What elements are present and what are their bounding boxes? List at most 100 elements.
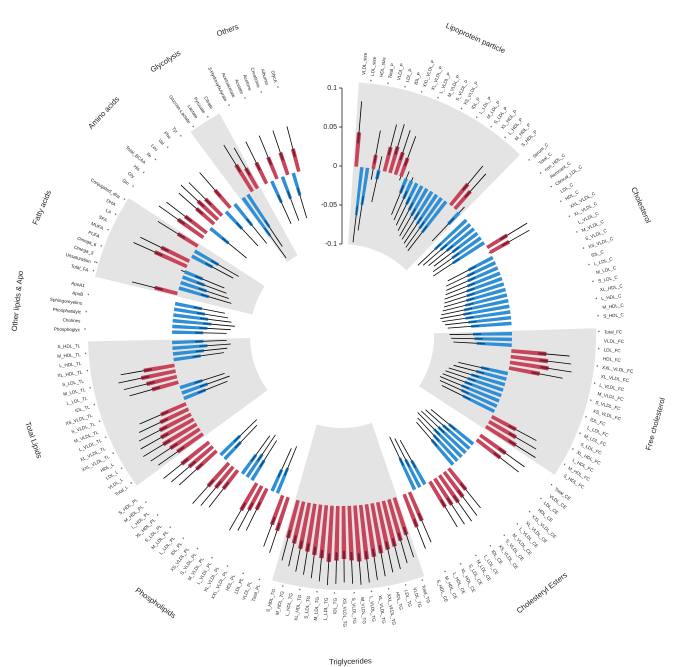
metric-label: Total_TG <box>421 584 432 604</box>
effect-core <box>357 132 361 144</box>
effect-core <box>498 447 507 455</box>
effect-core <box>197 200 205 208</box>
effect-core <box>335 552 338 561</box>
effect-bar <box>246 193 271 228</box>
effect-core <box>207 479 215 487</box>
significance-stars: * <box>384 588 390 591</box>
effect-core <box>264 227 271 237</box>
effect-bar <box>415 193 439 225</box>
effect-core <box>286 190 292 199</box>
effect-core <box>277 469 283 478</box>
metric-label: Citrate <box>203 96 214 111</box>
significance-stars: * <box>182 537 188 542</box>
effect-core <box>467 377 476 382</box>
significance-stars: * <box>486 544 492 549</box>
effect-core <box>404 459 410 468</box>
effect-bar <box>241 196 272 237</box>
effect-bar <box>462 394 496 414</box>
effect-core <box>465 302 474 307</box>
group-label: Phospholipids <box>134 586 178 621</box>
effect-core <box>421 225 428 233</box>
metric-label: S_LDL_TL <box>62 378 85 387</box>
effect-core <box>177 218 186 226</box>
group-label: Free cholesterol <box>644 396 667 451</box>
metric-label: XXL_VLDL_TG <box>386 593 397 625</box>
effect-bar <box>311 504 323 556</box>
effect-core <box>531 371 540 375</box>
significance-stars: * <box>85 310 88 316</box>
effect-core <box>466 287 475 292</box>
significance-stars: * <box>98 419 102 425</box>
effect-core <box>193 306 203 310</box>
metric-label: MUFA <box>90 221 105 231</box>
significance-stars: * <box>568 214 573 220</box>
effect-bar <box>460 388 498 408</box>
effect-core <box>160 432 169 439</box>
effect-core <box>459 482 467 491</box>
effect-core <box>195 340 204 343</box>
significance-stars: * <box>595 297 598 303</box>
effect-bar <box>466 282 505 298</box>
metric-label: Acetate <box>234 78 245 95</box>
metric-label: VLDL_size <box>361 52 368 75</box>
group-label: Triglycerides <box>329 656 372 666</box>
axis-tick-label: 0.1 <box>327 85 337 92</box>
effect-bar <box>370 502 384 554</box>
group-label: Others <box>215 22 240 38</box>
group-sector <box>348 82 520 271</box>
significance-stars: * <box>168 525 174 530</box>
axis-tick-label: -0.1 <box>325 241 337 248</box>
metric-label: Val <box>157 138 165 146</box>
metric-label: Total_FC <box>604 329 623 334</box>
effect-core <box>446 497 453 506</box>
significance-stars: * <box>513 522 519 528</box>
metric-label: Omega_6 <box>77 236 98 248</box>
effect-bar <box>511 349 547 357</box>
group-label: Glycolysis <box>149 48 183 74</box>
metric-label: HDL_FC <box>603 356 622 363</box>
effect-bar <box>360 167 370 206</box>
effect-core <box>447 217 455 225</box>
effect-core <box>405 196 411 205</box>
metric-label: VLDL_FC <box>604 339 625 344</box>
effect-core <box>463 307 473 311</box>
effect-core <box>200 293 210 298</box>
effect-core <box>234 441 242 449</box>
effect-core <box>452 246 460 253</box>
effect-core <box>198 287 207 292</box>
effect-bar <box>464 380 502 398</box>
significance-stars: * <box>129 481 134 487</box>
effect-core <box>277 194 283 203</box>
metric-label: Albumin <box>260 68 270 86</box>
effect-bar <box>172 318 212 326</box>
group-sector <box>419 328 596 475</box>
effect-core <box>283 467 289 476</box>
significance-stars: * <box>570 447 574 453</box>
effect-core <box>499 234 508 241</box>
effect-core <box>204 262 213 268</box>
effect-core <box>160 410 169 416</box>
effect-bar <box>280 176 293 200</box>
effect-core <box>160 246 170 253</box>
effect-core <box>442 424 450 432</box>
metric-label: Leu <box>150 143 159 152</box>
axis-tick-label: -0.05 <box>321 202 337 209</box>
significance-stars: * <box>456 562 462 567</box>
metric-label: Phe <box>163 130 172 140</box>
significance-stars: * <box>113 212 118 218</box>
metric-label: XL_HDL_TG <box>293 594 302 621</box>
effect-core <box>508 439 517 447</box>
effect-core <box>467 277 476 282</box>
metric-label: ApoB <box>72 290 84 297</box>
significance-stars: * <box>130 184 135 190</box>
effect-core <box>397 532 402 541</box>
significance-stars: * <box>240 97 246 101</box>
effect-core <box>466 271 475 277</box>
effect-core <box>417 512 423 522</box>
metric-label: M_LDL_TL <box>63 387 87 397</box>
effect-core <box>214 189 222 197</box>
significance-stars: * <box>589 398 592 404</box>
metric-label: LDL_P <box>405 68 413 83</box>
effect-core <box>355 205 359 216</box>
